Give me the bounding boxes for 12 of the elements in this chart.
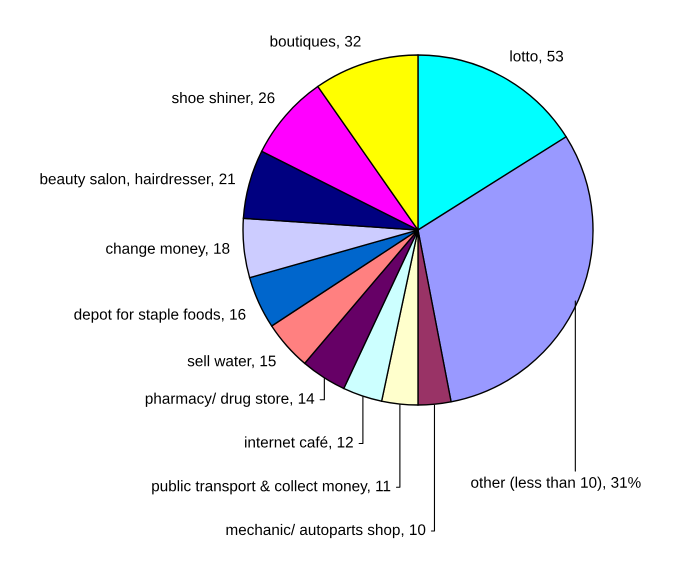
slice-label: mechanic/ autoparts shop, 10 [226,524,426,538]
slice-label: beauty salon, hairdresser, 21 [40,173,235,188]
slice-label: depot for staple foods, 16 [74,308,246,323]
slice-label: internet café, 12 [245,436,353,450]
slice-label: pharmacy/ drug store, 14 [146,392,314,407]
slice-label: boutiques, 32 [270,35,361,50]
slice-label: shoe shiner, 26 [172,92,274,106]
slice-label: change money, 18 [106,242,230,257]
slice-label: lotto, 53 [510,50,564,64]
slice-label: other (less than 10), 31% [471,476,641,491]
slice-label: public transport & collect money, 11 [152,480,390,494]
slice-label: sell water, 15 [188,355,276,368]
